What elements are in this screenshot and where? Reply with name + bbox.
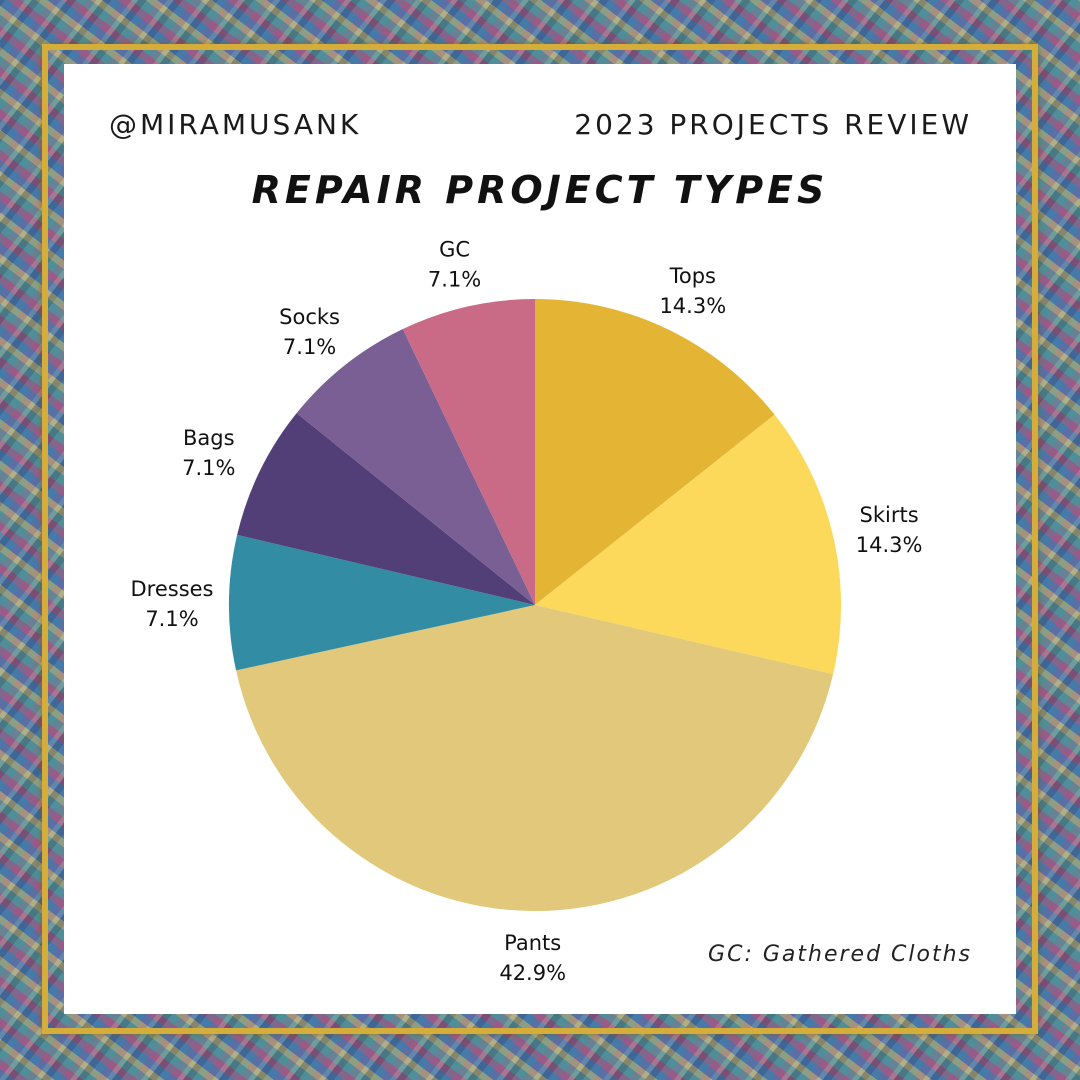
slice-label-bags: Bags	[183, 426, 235, 450]
slice-label-skirts: Skirts	[860, 503, 919, 527]
account-handle: @MIRAMUSANK	[109, 108, 362, 141]
review-title: 2023 PROJECTS REVIEW	[574, 108, 972, 141]
pie-slice-gc	[402, 299, 535, 605]
gold-frame	[42, 44, 1038, 1034]
pie-slice-dresses	[228, 534, 535, 671]
footnote: GC: Gathered Cloths	[708, 942, 972, 967]
pie-slice-bags	[237, 413, 535, 605]
pie-slice-pants	[236, 605, 834, 912]
pie-slice-tops	[535, 299, 775, 605]
slice-value-tops: 14.3%	[659, 294, 726, 318]
slice-label-pants: Pants	[504, 931, 561, 955]
slice-value-bags: 7.1%	[182, 456, 235, 480]
slice-label-dresses: Dresses	[130, 577, 213, 601]
slice-value-skirts: 14.3%	[856, 533, 923, 557]
slice-value-socks: 7.1%	[283, 335, 336, 359]
slice-label-gc: GC	[439, 238, 470, 262]
slice-value-gc: 7.1%	[428, 268, 481, 292]
slice-label-socks: Socks	[279, 305, 340, 329]
pie-slices	[228, 299, 841, 912]
slice-value-dresses: 7.1%	[145, 607, 198, 631]
pie-slice-socks	[296, 329, 535, 605]
pie-labels: Tops 14.3% Skirts 14.3% Pants 42.9% Dresses 7.1…	[130, 238, 922, 985]
slice-label-tops: Tops	[669, 264, 716, 288]
slice-value-pants: 42.9%	[499, 961, 566, 985]
pie-slice-skirts	[535, 414, 841, 675]
chart-title: REPAIR PROJECT TYPES	[251, 168, 829, 212]
